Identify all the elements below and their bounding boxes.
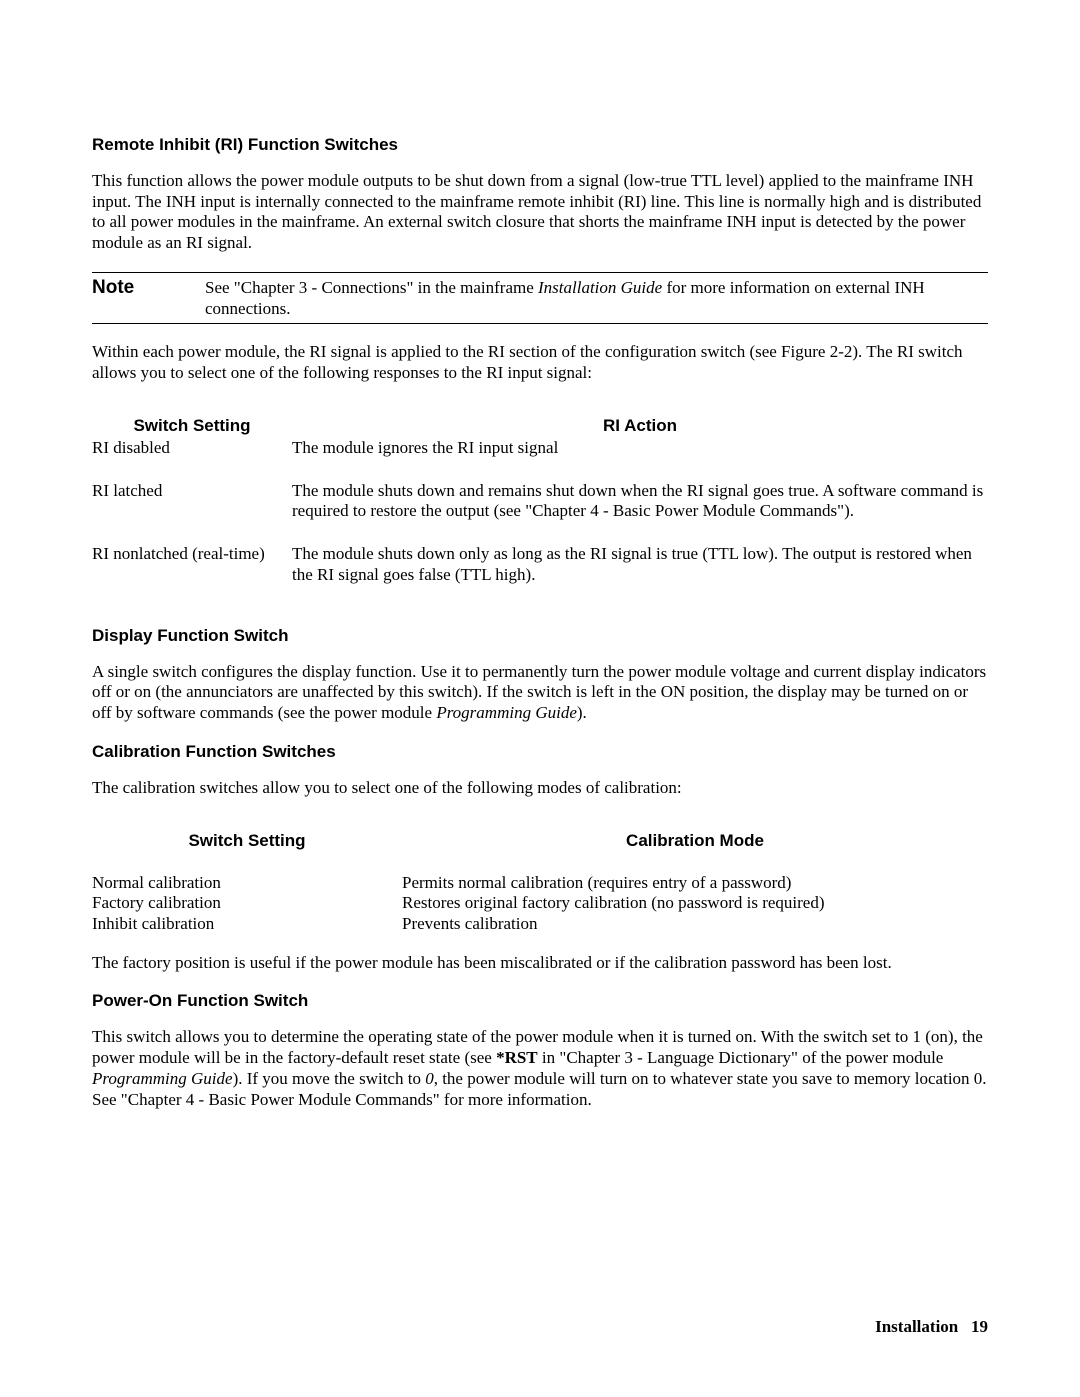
heading-display-switch: Display Function Switch: [92, 626, 988, 646]
p4-zero: 0: [425, 1069, 434, 1088]
heading-power-on-switch: Power-On Function Switch: [92, 991, 988, 1011]
para-display: A single switch configures the display f…: [92, 662, 988, 724]
ri-setting: RI latched: [92, 481, 292, 522]
para-calibration-intro: The calibration switches allow you to se…: [92, 778, 988, 799]
page-footer: Installation 19: [875, 1317, 988, 1337]
para-calibration-note: The factory position is useful if the po…: [92, 953, 988, 974]
p4-pg: Programming Guide: [92, 1069, 233, 1088]
table-row: Inhibit calibration Prevents calibration: [92, 914, 988, 935]
table-row: Factory calibration Restores original fa…: [92, 893, 988, 914]
para-display-post: ).: [577, 703, 587, 722]
heading-ri-switches: Remote Inhibit (RI) Function Switches: [92, 135, 988, 155]
calibration-table-header: Switch Setting Calibration Mode: [92, 831, 988, 851]
cal-setting: Inhibit calibration: [92, 914, 402, 935]
cal-mode: Restores original factory calibration (n…: [402, 893, 988, 914]
note-label: Note: [92, 277, 205, 320]
cal-col-calibration-mode: Calibration Mode: [402, 831, 988, 851]
p4-mid1: in "Chapter 3 - Language Dictionary" of …: [538, 1048, 944, 1067]
calibration-table: Switch Setting Calibration Mode Normal c…: [92, 831, 988, 935]
note-text-italic: Installation Guide: [538, 278, 662, 297]
ri-table-header: Switch Setting RI Action: [92, 416, 988, 436]
ri-setting: RI disabled: [92, 438, 292, 459]
cal-mode: Prevents calibration: [402, 914, 988, 935]
document-page: Remote Inhibit (RI) Function Switches Th…: [0, 0, 1080, 1397]
note-text-pre: See "Chapter 3 - Connections" in the mai…: [205, 278, 538, 297]
p4-mid2: ). If you move the switch to: [233, 1069, 426, 1088]
ri-col-switch-setting: Switch Setting: [92, 416, 292, 436]
para-power-on: This switch allows you to determine the …: [92, 1027, 988, 1110]
table-row: Normal calibration Permits normal calibr…: [92, 873, 988, 894]
table-row: RI disabled The module ignores the RI in…: [92, 438, 988, 459]
heading-calibration-switches: Calibration Function Switches: [92, 742, 988, 762]
table-row: RI nonlatched (real-time) The module shu…: [92, 544, 988, 585]
para-display-italic: Programming Guide: [436, 703, 577, 722]
ri-table: Switch Setting RI Action RI disabled The…: [92, 416, 988, 586]
para-ri-intro: This function allows the power module ou…: [92, 171, 988, 254]
cal-setting: Normal calibration: [92, 873, 402, 894]
footer-page-number: 19: [971, 1317, 988, 1336]
note-block: Note See "Chapter 3 - Connections" in th…: [92, 272, 988, 325]
ri-action: The module ignores the RI input signal: [292, 438, 988, 459]
cal-col-switch-setting: Switch Setting: [92, 831, 402, 851]
ri-action: The module shuts down and remains shut d…: [292, 481, 988, 522]
p4-rst: *RST: [496, 1048, 538, 1067]
ri-setting: RI nonlatched (real-time): [92, 544, 292, 585]
ri-col-ri-action: RI Action: [292, 416, 988, 436]
footer-chapter: Installation: [875, 1317, 958, 1336]
spacer: [92, 459, 988, 481]
table-row: RI latched The module shuts down and rem…: [92, 481, 988, 522]
note-text: See "Chapter 3 - Connections" in the mai…: [205, 277, 988, 320]
cal-mode: Permits normal calibration (requires ent…: [402, 873, 988, 894]
cal-setting: Factory calibration: [92, 893, 402, 914]
para-ri-within: Within each power module, the RI signal …: [92, 342, 988, 383]
ri-action: The module shuts down only as long as th…: [292, 544, 988, 585]
